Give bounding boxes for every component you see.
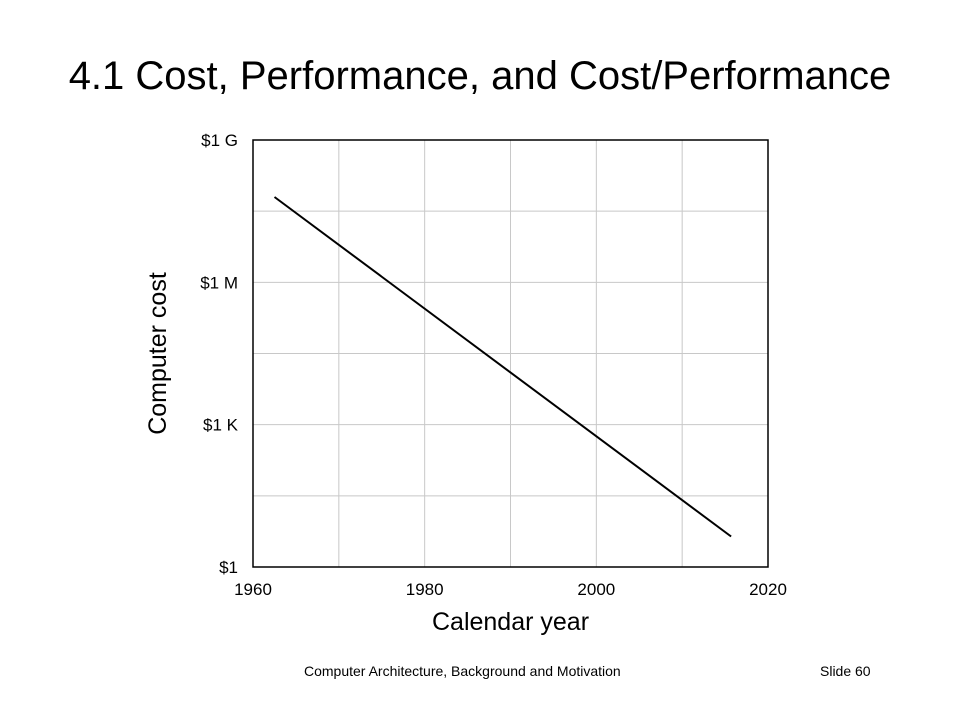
x-tick-label: 2000 [577,580,615,599]
x-axis-title: Calendar year [432,608,589,636]
series-layer [273,196,732,538]
y-axis-title: Computer cost [144,272,172,435]
x-tick-label: 1980 [406,580,444,599]
cost-trend-line [273,196,732,538]
y-tick-label: $1 [219,558,238,577]
y-tick-labels: $1 $1 K $1 M $1 G [200,131,238,577]
x-tick-label: 2020 [749,580,787,599]
x-tick-labels: 1960 1980 2000 2020 [234,580,787,599]
plot-frame [252,139,769,568]
x-tick-label: 1960 [234,580,272,599]
y-tick-label: $1 G [201,131,238,150]
footer-course-title: Computer Architecture, Background and Mo… [304,663,621,679]
y-tick-label: $1 M [200,273,238,292]
y-tick-label: $1 K [203,416,239,435]
footer-slide-number: Slide 60 [820,663,871,679]
chart-grid [253,140,768,567]
slide-title: 4.1 Cost, Performance, and Cost/Performa… [68,54,892,98]
